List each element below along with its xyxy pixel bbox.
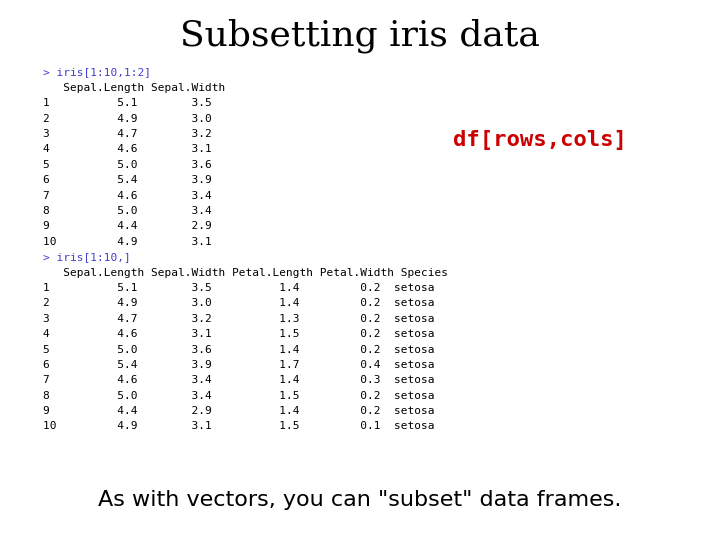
Text: 7          4.6        3.4: 7 4.6 3.4 bbox=[43, 191, 212, 201]
Text: 4          4.6        3.1: 4 4.6 3.1 bbox=[43, 144, 212, 154]
Text: 5          5.0        3.6          1.4         0.2  setosa: 5 5.0 3.6 1.4 0.2 setosa bbox=[43, 345, 435, 355]
Text: 6          5.4        3.9          1.7         0.4  setosa: 6 5.4 3.9 1.7 0.4 setosa bbox=[43, 360, 435, 370]
Text: 10         4.9        3.1          1.5         0.1  setosa: 10 4.9 3.1 1.5 0.1 setosa bbox=[43, 421, 435, 431]
Text: 9          4.4        2.9          1.4         0.2  setosa: 9 4.4 2.9 1.4 0.2 setosa bbox=[43, 406, 435, 416]
Text: 4          4.6        3.1          1.5         0.2  setosa: 4 4.6 3.1 1.5 0.2 setosa bbox=[43, 329, 435, 339]
Text: df[rows,cols]: df[rows,cols] bbox=[453, 130, 626, 150]
Text: > iris[1:10,]: > iris[1:10,] bbox=[43, 252, 131, 262]
Text: 5          5.0        3.6: 5 5.0 3.6 bbox=[43, 160, 212, 170]
Text: 1          5.1        3.5: 1 5.1 3.5 bbox=[43, 98, 212, 109]
Text: 6          5.4        3.9: 6 5.4 3.9 bbox=[43, 175, 212, 185]
Text: Subsetting iris data: Subsetting iris data bbox=[180, 19, 540, 53]
Text: 8          5.0        3.4          1.5         0.2  setosa: 8 5.0 3.4 1.5 0.2 setosa bbox=[43, 390, 435, 401]
Text: 8          5.0        3.4: 8 5.0 3.4 bbox=[43, 206, 212, 216]
Text: 2          4.9        3.0          1.4         0.2  setosa: 2 4.9 3.0 1.4 0.2 setosa bbox=[43, 298, 435, 308]
Text: 1          5.1        3.5          1.4         0.2  setosa: 1 5.1 3.5 1.4 0.2 setosa bbox=[43, 283, 435, 293]
Text: 10         4.9        3.1: 10 4.9 3.1 bbox=[43, 237, 212, 247]
Text: 3          4.7        3.2: 3 4.7 3.2 bbox=[43, 129, 212, 139]
Text: > iris[1:10,1:2]: > iris[1:10,1:2] bbox=[43, 68, 151, 78]
Text: Sepal.Length Sepal.Width: Sepal.Length Sepal.Width bbox=[43, 83, 225, 93]
Text: 3          4.7        3.2          1.3         0.2  setosa: 3 4.7 3.2 1.3 0.2 setosa bbox=[43, 314, 435, 324]
Text: 9          4.4        2.9: 9 4.4 2.9 bbox=[43, 221, 212, 232]
Text: As with vectors, you can "subset" data frames.: As with vectors, you can "subset" data f… bbox=[99, 490, 621, 510]
Text: Sepal.Length Sepal.Width Petal.Length Petal.Width Species: Sepal.Length Sepal.Width Petal.Length Pe… bbox=[43, 267, 448, 278]
Text: 7          4.6        3.4          1.4         0.3  setosa: 7 4.6 3.4 1.4 0.3 setosa bbox=[43, 375, 435, 386]
Text: 2          4.9        3.0: 2 4.9 3.0 bbox=[43, 113, 212, 124]
